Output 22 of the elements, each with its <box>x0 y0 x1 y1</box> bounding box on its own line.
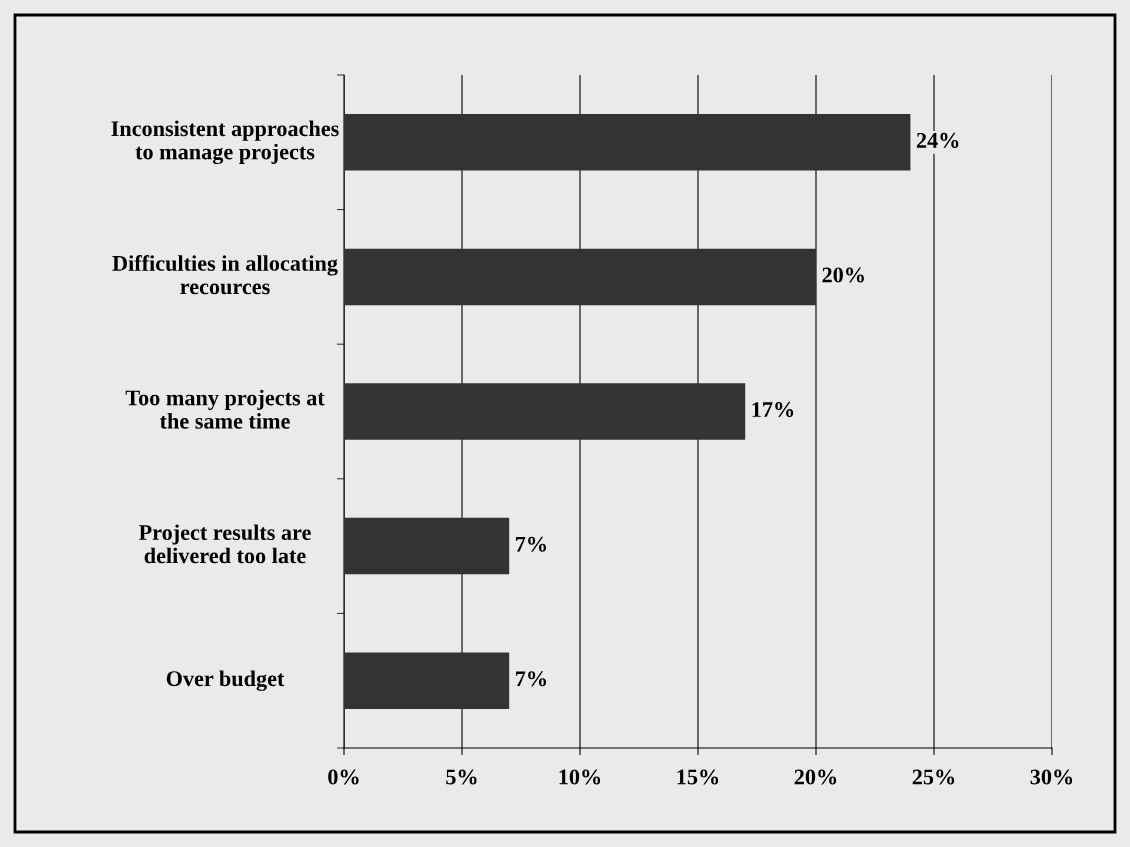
x-tick-label: 25% <box>912 769 955 785</box>
x-tick-label: 30% <box>1030 769 1073 785</box>
x-tick-label: 15% <box>677 769 719 785</box>
y-tick-label: Project results are delivered too late <box>138 524 311 564</box>
y-tick-label: Inconsistent approaches to manage projects <box>111 120 339 165</box>
x-tick-label: 5% <box>446 769 477 785</box>
data-label: 24% <box>916 132 959 148</box>
data-label: 7% <box>516 536 547 552</box>
x-tick-label: 10% <box>559 769 601 785</box>
data-label: 17% <box>752 402 794 418</box>
y-tick-label: Over budget <box>166 670 285 691</box>
bar <box>344 248 816 306</box>
data-label: 20% <box>822 267 864 283</box>
x-tick-label: 20% <box>794 769 837 785</box>
y-tick-label: Too many projects at the same time <box>125 389 325 429</box>
bar <box>344 383 746 440</box>
x-tick-label: 0% <box>328 769 359 785</box>
bar <box>344 652 510 709</box>
y-tick-label: Difficulties in allocating recources <box>112 255 338 295</box>
bar <box>344 517 510 575</box>
bar <box>344 114 911 171</box>
data-label: 7% <box>516 671 547 687</box>
